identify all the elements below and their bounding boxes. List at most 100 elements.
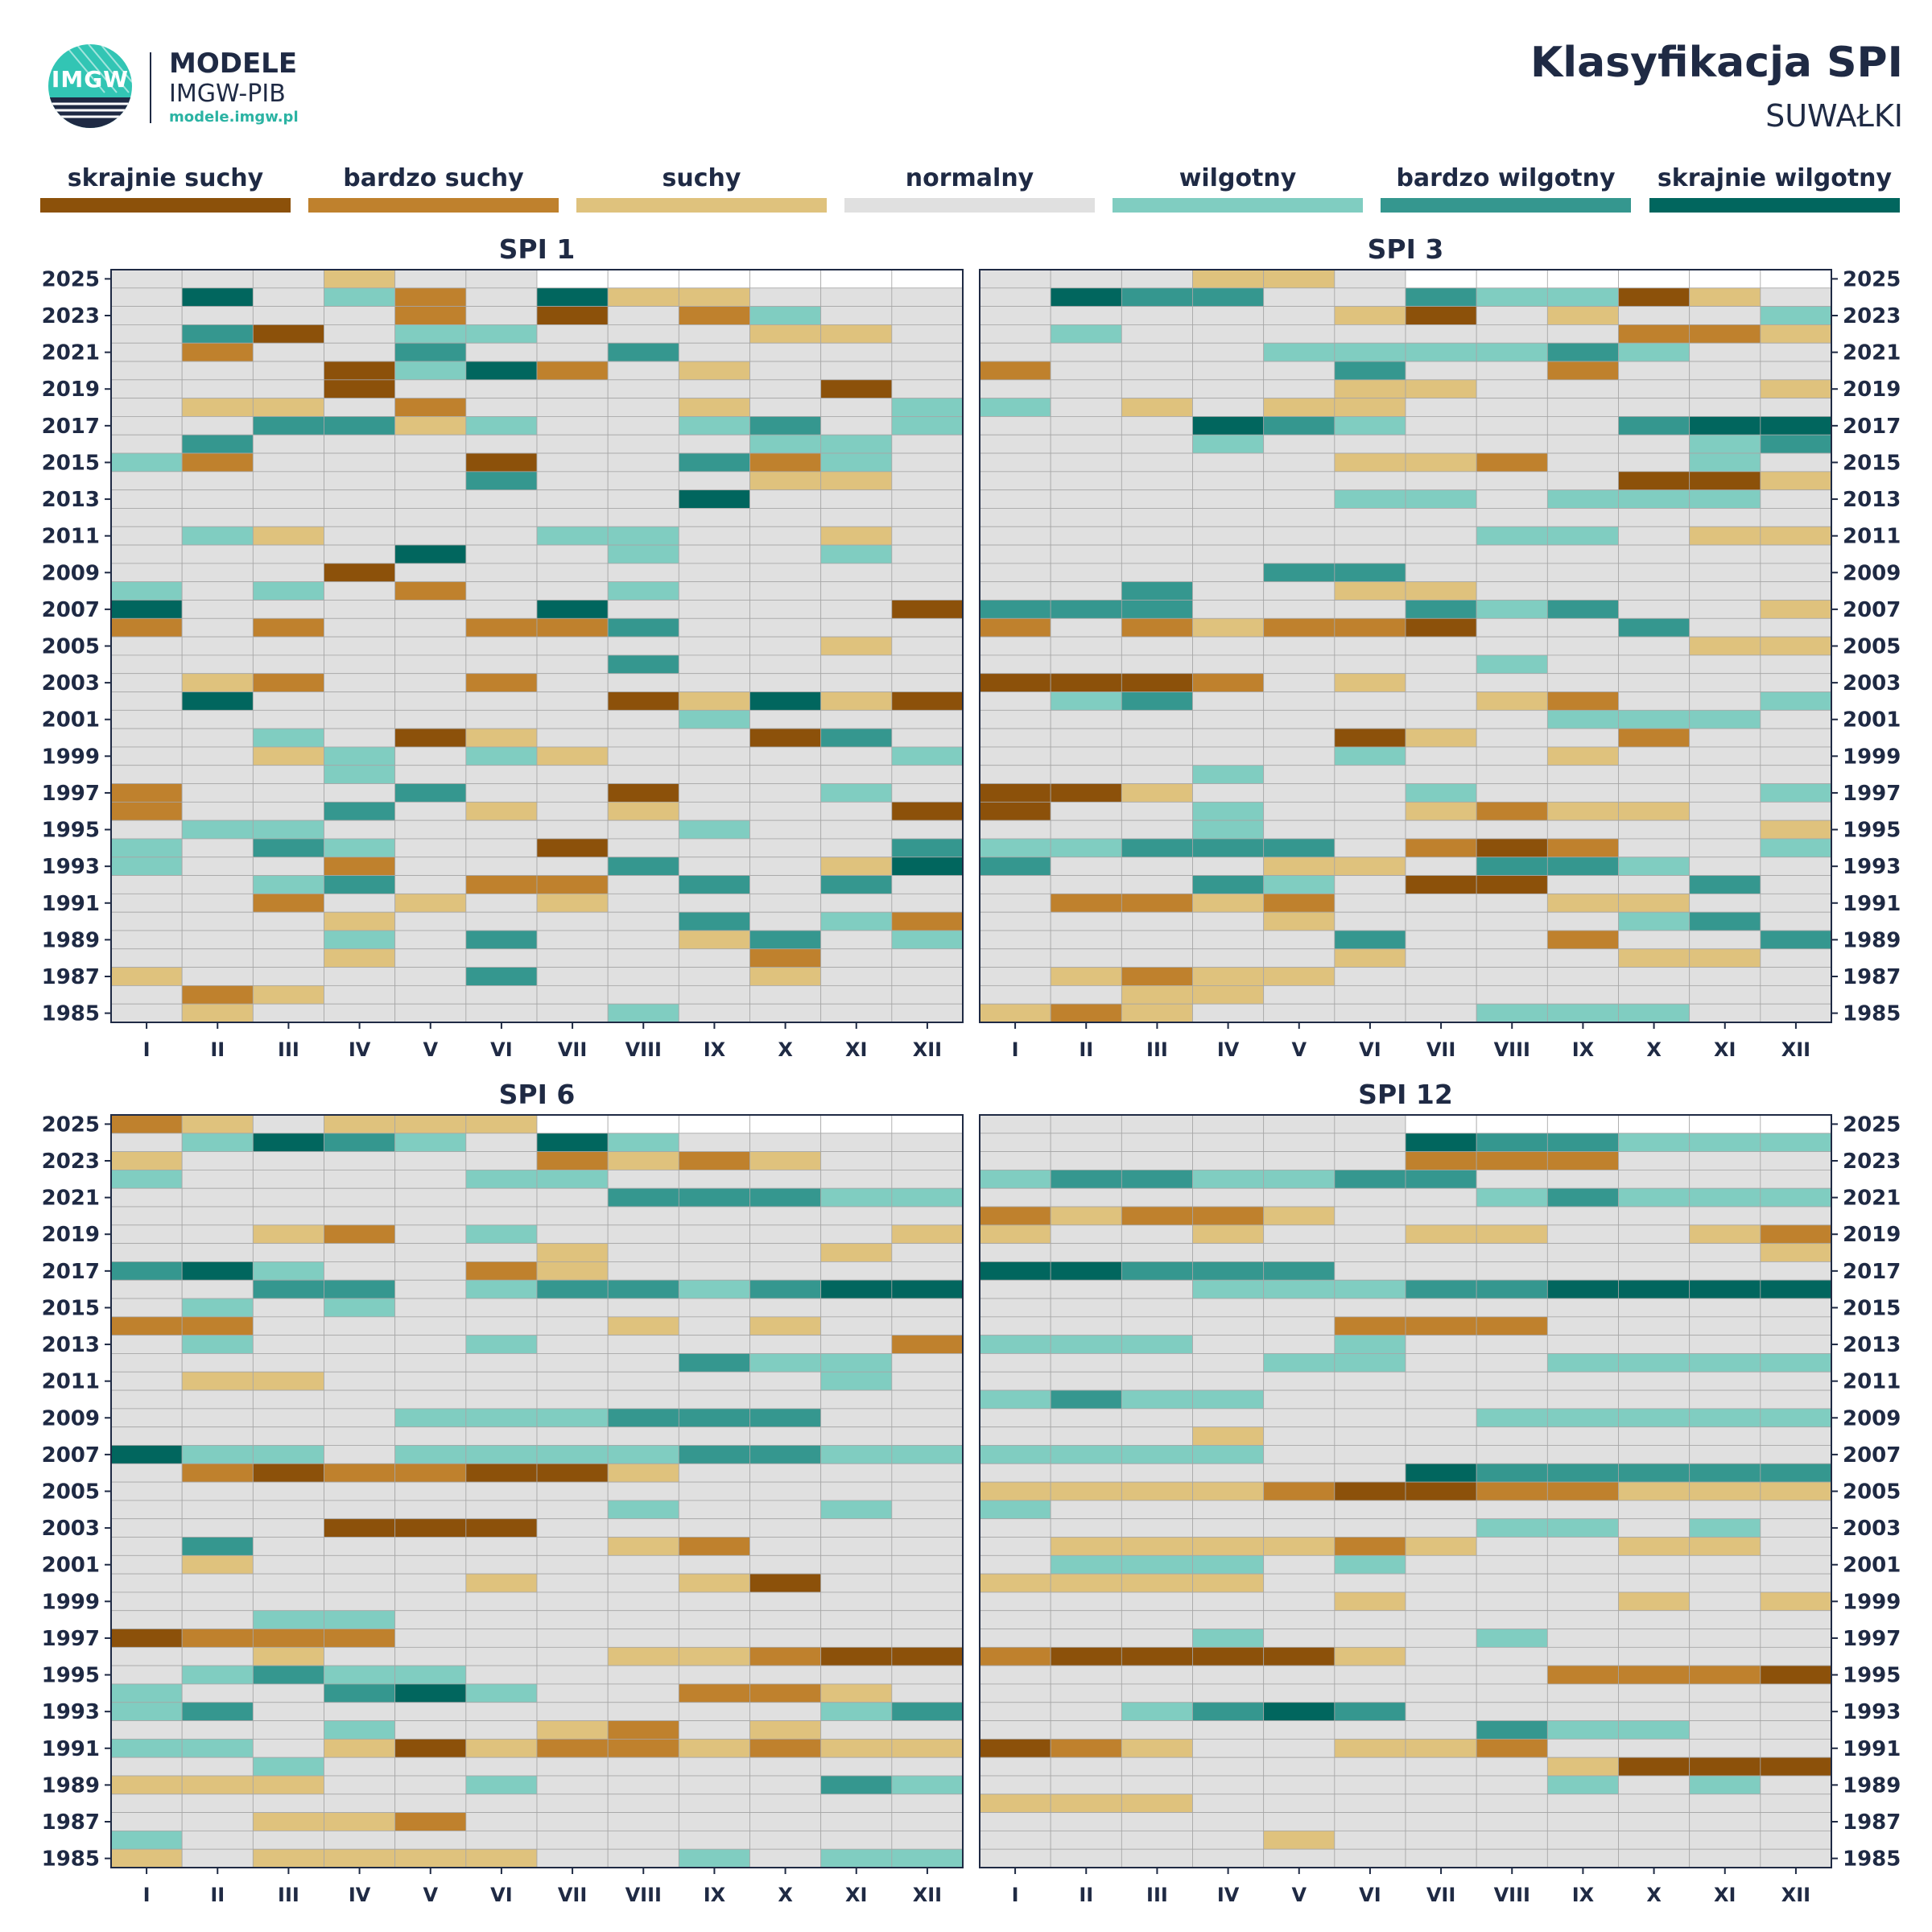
- heatmap-cell: [1546, 1335, 1619, 1354]
- heatmap-cell: [181, 893, 254, 913]
- heatmap-cell: [1263, 857, 1335, 876]
- heatmap-cell: [891, 1683, 964, 1703]
- heatmap-cell: [1689, 1794, 1761, 1813]
- heatmap-cell: [110, 1738, 183, 1758]
- heatmap-cell: [749, 1463, 822, 1483]
- heatmap-cell: [1334, 1279, 1406, 1299]
- heatmap-cell: [1618, 1500, 1690, 1520]
- heatmap-cell: [820, 1573, 893, 1593]
- heatmap-cell: [1689, 489, 1761, 509]
- heatmap-cell: [465, 930, 538, 950]
- heatmap-cell: [394, 985, 467, 1005]
- heatmap-cell: [891, 416, 964, 436]
- heatmap-cell: [1050, 1151, 1122, 1170]
- legend-item-dry: suchy: [576, 159, 827, 216]
- heatmap-cell: [1760, 1151, 1832, 1170]
- heatmap-cell: [324, 1683, 396, 1703]
- heatmap-cell: [1050, 324, 1122, 344]
- heatmap-cell: [1121, 1537, 1193, 1556]
- heatmap-cell: [1476, 1518, 1548, 1538]
- heatmap-cell: [607, 1353, 679, 1373]
- heatmap-cell: [465, 1794, 538, 1813]
- heatmap-cell: [181, 1279, 254, 1299]
- heatmap-cell: [607, 1554, 679, 1575]
- heatmap-cell: [1760, 324, 1832, 344]
- heatmap-cell: [820, 361, 893, 381]
- heatmap-cell: [678, 1481, 750, 1501]
- heatmap-cell: [749, 1665, 822, 1685]
- heatmap-cell: [891, 269, 964, 289]
- heatmap-cell: [607, 1279, 679, 1299]
- year-tick-label: 2017: [42, 1260, 100, 1284]
- year-tick-label: 2025: [1843, 1113, 1901, 1137]
- heatmap-cell: [1689, 1408, 1761, 1428]
- heatmap-cell: [536, 1702, 609, 1721]
- heatmap-cell: [979, 342, 1051, 362]
- heatmap-cell: [979, 1738, 1051, 1758]
- heatmap-cell: [465, 287, 538, 308]
- heatmap-cell: [1405, 1554, 1477, 1575]
- heatmap-cell: [1476, 746, 1548, 766]
- heatmap-cell: [891, 911, 964, 931]
- month-tick-label: V: [1291, 1884, 1307, 1906]
- heatmap-cell: [749, 930, 822, 950]
- heatmap-cell: [1405, 1298, 1477, 1318]
- heatmap-cell: [1263, 1812, 1335, 1831]
- heatmap-cell: [891, 893, 964, 913]
- heatmap-cell: [181, 1646, 254, 1666]
- heatmap-cell: [324, 1500, 396, 1520]
- heatmap-cell: [607, 948, 679, 968]
- heatmap-cell: [891, 1757, 964, 1777]
- heatmap-cell: [1121, 1261, 1193, 1281]
- heatmap-cell: [1050, 875, 1122, 894]
- heatmap-cell: [1121, 765, 1193, 784]
- heatmap-cell: [1546, 746, 1619, 766]
- heatmap-cell: [979, 398, 1051, 417]
- heatmap-cell: [1050, 819, 1122, 840]
- heatmap-cell: [820, 269, 893, 289]
- heatmap-cell: [678, 581, 750, 601]
- heatmap-cell: [607, 1445, 679, 1464]
- month-tick-label: IX: [1572, 1884, 1595, 1906]
- month-tick-label: VII: [558, 1038, 587, 1061]
- heatmap-cell: [252, 1573, 324, 1593]
- heatmap-cell: [1050, 1187, 1122, 1208]
- heatmap-cell: [1476, 1481, 1548, 1501]
- heatmap-cell: [749, 617, 822, 638]
- heatmap-cell: [252, 1170, 324, 1189]
- heatmap-cell: [1760, 765, 1832, 784]
- heatmap-cell: [394, 342, 467, 362]
- heatmap-cell: [324, 1830, 396, 1850]
- heatmap-cell: [1050, 654, 1122, 675]
- heatmap-cell: [1263, 1187, 1335, 1208]
- heatmap-cell: [324, 1812, 396, 1831]
- heatmap-cell: [979, 857, 1051, 876]
- heatmap-cell: [110, 1646, 183, 1666]
- year-tick-label: 2025: [42, 267, 100, 291]
- month-tick-label: XII: [1781, 1038, 1810, 1061]
- heatmap-cell: [536, 1279, 609, 1299]
- heatmap-cell: [678, 324, 750, 344]
- heatmap-cell: [1476, 1794, 1548, 1813]
- heatmap-cell: [1334, 1206, 1406, 1226]
- heatmap-cell: [1334, 452, 1406, 473]
- year-tick-label: 2003: [1843, 1517, 1901, 1541]
- heatmap-cell: [1760, 1408, 1832, 1428]
- heatmap-cell: [1476, 1408, 1548, 1428]
- heatmap-cell: [536, 1261, 609, 1281]
- heatmap-cell: [1050, 526, 1122, 546]
- heatmap-cell: [1050, 489, 1122, 509]
- heatmap-cell: [607, 471, 679, 491]
- heatmap-cell: [1760, 691, 1832, 711]
- heatmap-cell: [324, 1775, 396, 1795]
- heatmap-cell: [1050, 471, 1122, 491]
- heatmap-cell: [536, 967, 609, 986]
- heatmap-cell: [1546, 1426, 1619, 1446]
- heatmap-cell: [1192, 1573, 1265, 1593]
- heatmap-cell: [979, 1775, 1051, 1795]
- year-tick-label: 1999: [42, 745, 100, 769]
- year-tick-label: 2019: [42, 378, 100, 402]
- heatmap-cell: [1546, 1371, 1619, 1391]
- heatmap-cell: [1476, 1298, 1548, 1318]
- heatmap-cell: [1618, 1408, 1690, 1428]
